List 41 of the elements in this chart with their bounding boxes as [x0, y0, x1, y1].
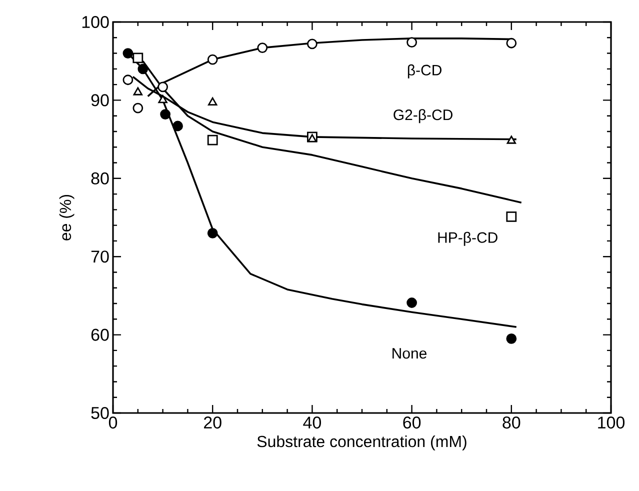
point	[207, 134, 218, 146]
x-tick-label: 100	[598, 416, 625, 429]
point	[506, 136, 516, 144]
y-tick-label: 100	[82, 16, 109, 28]
x-tick-label: 0	[108, 416, 118, 429]
y-tick-label: 80	[91, 172, 109, 184]
point	[308, 134, 317, 142]
series-label: G2-β-CD	[394, 109, 452, 124]
text: HP-β-CD	[438, 232, 498, 246]
point	[207, 228, 218, 238]
point	[506, 212, 517, 222]
point	[307, 38, 318, 50]
y-tick-label: 50	[91, 406, 109, 420]
y-axis-title: ee (%)	[59, 194, 74, 240]
x-tick-label: 80	[502, 416, 520, 429]
point	[506, 334, 517, 344]
point	[122, 48, 134, 58]
text: None	[392, 348, 427, 359]
point	[132, 102, 144, 114]
y-tick-label: 90	[91, 94, 109, 106]
point	[172, 120, 183, 132]
series-label: β-CD	[408, 64, 442, 78]
point	[133, 87, 142, 96]
point	[158, 95, 168, 104]
y-tick-label: 70	[91, 250, 109, 263]
point	[160, 109, 170, 120]
point	[257, 42, 268, 54]
point	[138, 64, 148, 74]
point	[406, 37, 417, 48]
x-tick-label: 20	[204, 416, 222, 429]
x-tick-label: 40	[303, 416, 321, 429]
point	[208, 97, 218, 106]
point	[506, 38, 517, 48]
x-tick-label: 60	[403, 416, 421, 429]
point	[132, 52, 144, 64]
point	[207, 54, 218, 65]
y-tick-label: 60	[91, 328, 109, 341]
x-axis-title: Substrate concentration (mM)	[257, 435, 466, 450]
point	[158, 82, 168, 92]
point	[406, 298, 417, 308]
point	[122, 74, 134, 86]
